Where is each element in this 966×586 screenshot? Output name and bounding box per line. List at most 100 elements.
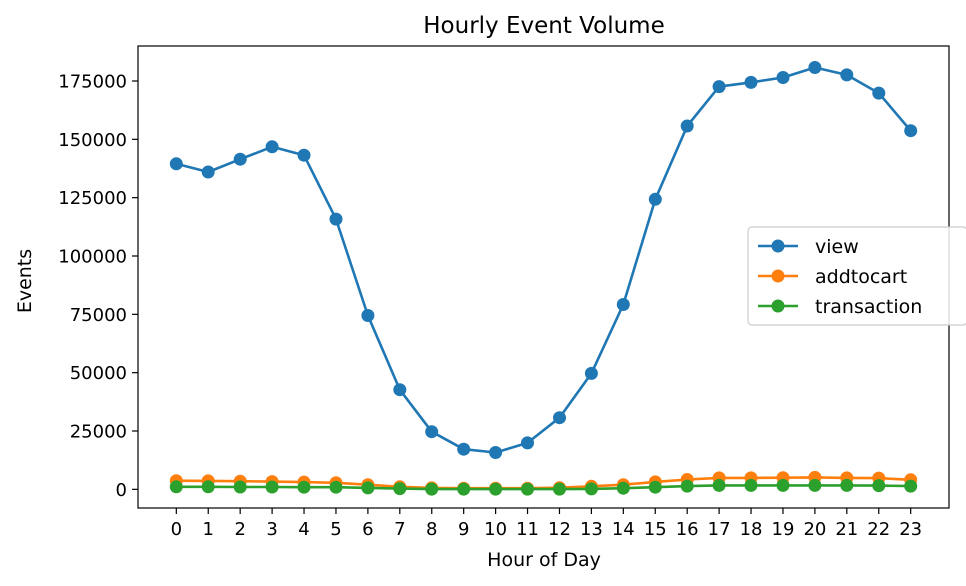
y-tick-label: 25000	[70, 422, 127, 443]
x-tick-label: 11	[516, 519, 539, 540]
data-point-view	[265, 140, 279, 154]
chart-title: Hourly Event Volume	[423, 13, 664, 39]
data-point-transaction	[297, 480, 311, 494]
legend-item-addtocart: addtocart	[758, 266, 907, 288]
data-point-view	[712, 80, 726, 94]
legend-item-transaction: transaction	[758, 296, 922, 318]
series-transaction	[169, 478, 918, 496]
legend-box	[747, 226, 966, 326]
data-point-view	[904, 124, 918, 138]
data-point-transaction	[489, 482, 503, 496]
data-point-transaction	[393, 482, 407, 496]
x-tick-label: 20	[803, 519, 826, 540]
data-point-view	[489, 446, 503, 459]
x-tick-label: 3	[266, 519, 277, 540]
x-tick-label: 2	[234, 519, 245, 540]
x-axis-label: Hour of Day	[487, 549, 601, 571]
data-point-view	[744, 75, 758, 89]
data-point-transaction	[872, 479, 886, 493]
x-tick-label: 7	[394, 519, 405, 540]
data-point-transaction	[840, 478, 854, 492]
x-tick-label: 14	[612, 519, 635, 540]
x-tick-label: 16	[676, 519, 699, 540]
y-tick-label: 50000	[70, 363, 127, 384]
data-point-view	[425, 425, 439, 439]
data-point-view	[616, 298, 630, 311]
data-point-transaction	[553, 482, 566, 496]
x-tick-label: 9	[458, 519, 469, 540]
data-point-transaction	[233, 480, 247, 494]
x-tick-label: 22	[867, 519, 890, 540]
data-point-transaction	[361, 481, 375, 495]
x-tick-label: 6	[362, 519, 373, 540]
data-point-view	[553, 411, 566, 425]
x-tick-label: 18	[740, 519, 763, 540]
x-tick-label: 13	[580, 519, 603, 540]
data-point-view	[169, 157, 183, 171]
y-tick-label: 75000	[70, 305, 127, 326]
data-point-view	[584, 366, 598, 380]
data-point-transaction	[648, 480, 662, 494]
data-point-view	[393, 383, 407, 397]
data-point-view	[680, 119, 694, 133]
data-point-view	[648, 192, 662, 206]
data-point-transaction	[457, 482, 471, 496]
data-point-transaction	[808, 478, 822, 492]
data-point-transaction	[744, 478, 758, 492]
data-point-view	[521, 436, 534, 450]
x-tick-label: 10	[484, 519, 507, 540]
data-point-transaction	[616, 481, 630, 495]
data-point-view	[329, 212, 343, 226]
data-point-transaction	[712, 478, 726, 492]
y-axis-label: Events	[14, 249, 36, 313]
x-tick-label: 15	[644, 519, 667, 540]
legend-label: transaction	[815, 296, 922, 318]
x-tick-label: 4	[298, 519, 309, 540]
x-tick-label: 5	[330, 519, 341, 540]
data-point-transaction	[776, 478, 790, 492]
x-tick-label: 12	[548, 519, 571, 540]
y-tick-label: 0	[116, 480, 127, 501]
series-view	[169, 61, 918, 459]
x-tick-label: 17	[708, 519, 731, 540]
data-point-view	[872, 86, 886, 100]
data-point-transaction	[521, 482, 534, 496]
legend-label: view	[815, 236, 859, 258]
legend-marker	[771, 299, 785, 313]
data-point-transaction	[425, 482, 439, 496]
legend-label: addtocart	[815, 266, 907, 288]
data-point-transaction	[584, 482, 598, 496]
data-point-view	[457, 442, 471, 456]
data-point-view	[201, 165, 215, 179]
data-point-transaction	[265, 480, 279, 494]
legend: view addtocart transaction	[747, 226, 966, 326]
legend-marker	[771, 239, 785, 253]
y-tick-label: 175000	[58, 72, 127, 93]
data-point-view	[297, 148, 311, 162]
x-tick-label: 1	[203, 519, 214, 540]
data-point-transaction	[904, 479, 918, 493]
y-tick-label: 150000	[58, 130, 127, 151]
y-tick-label: 100000	[58, 247, 127, 268]
data-point-transaction	[329, 480, 343, 494]
y-tick-label: 125000	[58, 188, 127, 209]
x-tick-label: 0	[171, 519, 182, 540]
x-tick-label: 19	[772, 519, 795, 540]
data-point-view	[361, 309, 375, 322]
data-point-view	[776, 71, 790, 84]
data-point-view	[233, 152, 247, 166]
x-tick-label: 21	[835, 519, 858, 540]
x-tick-label: 8	[426, 519, 437, 540]
data-point-transaction	[169, 480, 183, 494]
data-point-view	[808, 61, 822, 74]
x-tick-label: 23	[899, 519, 922, 540]
legend-marker	[771, 269, 785, 283]
data-point-view	[840, 68, 854, 82]
plot-area	[169, 61, 918, 496]
axes: 0 1 2 3 4 5 6 7 8 9 10 11 12 13 14 15 16 17 18 19 20 21 22 2302…	[58, 45, 950, 540]
data-point-transaction	[201, 480, 215, 494]
data-point-transaction	[680, 479, 694, 493]
legend-item-view: view	[758, 236, 859, 258]
